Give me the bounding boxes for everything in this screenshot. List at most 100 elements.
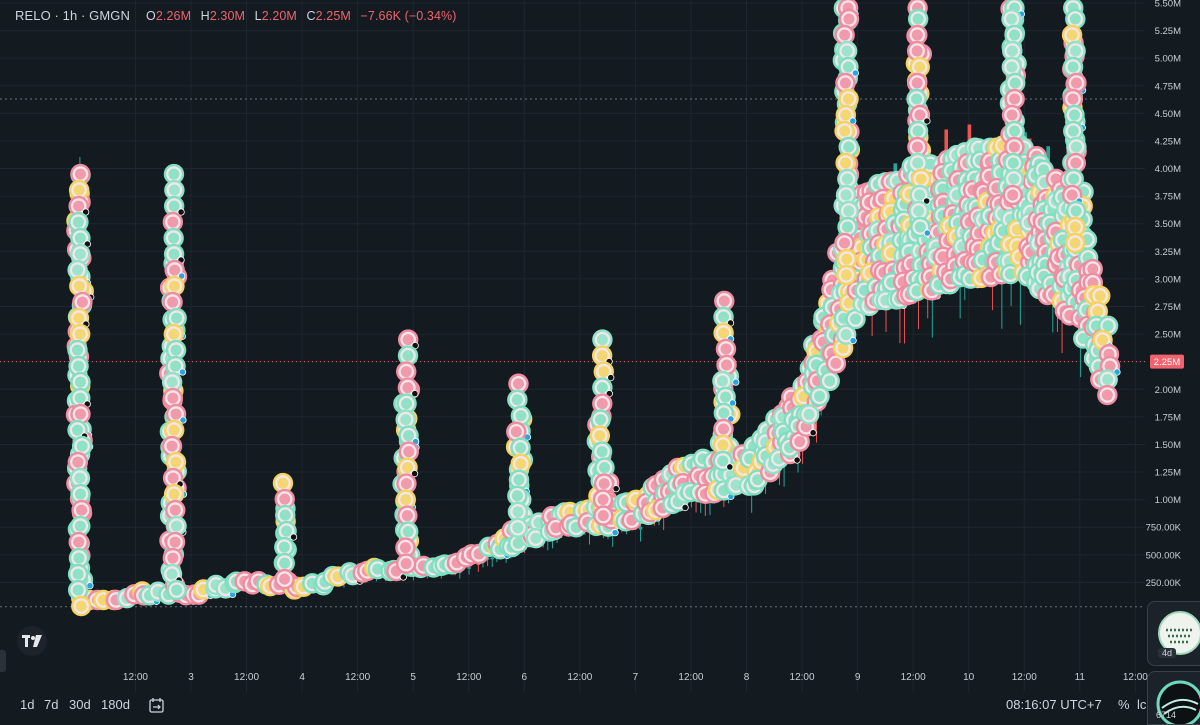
- trade-bubble: [70, 163, 91, 185]
- trade-bubble: [1064, 104, 1085, 126]
- x-tick-label: 3: [188, 672, 194, 683]
- x-tick-label: 12:00: [234, 672, 259, 683]
- trade-bubble: [835, 72, 856, 94]
- close-value: 2.25M: [315, 9, 351, 23]
- trade-bubble: [906, 40, 928, 62]
- trade-bubble: [506, 421, 527, 442]
- trade-bubble: [798, 404, 820, 425]
- trade-bubble: [1097, 384, 1118, 406]
- high-key: H: [200, 9, 210, 23]
- trade-bubble: [1061, 24, 1083, 46]
- trade-bubble: [68, 307, 90, 329]
- log-scale-button[interactable]: lc: [1137, 697, 1147, 712]
- trade-bubble: [712, 370, 733, 392]
- trade-bubble: [819, 370, 840, 392]
- social-badge-icon: [289, 533, 298, 541]
- trade-bubble: [906, 88, 927, 110]
- trade-bubble: [165, 499, 186, 521]
- social-badge-icon: [923, 197, 931, 205]
- trade-bubble: [592, 329, 613, 350]
- social-badge-icon: [849, 117, 857, 125]
- y-tick-label: 500.00K: [1146, 550, 1182, 561]
- trade-bubble: [838, 56, 860, 78]
- percent-scale-button[interactable]: %: [1118, 697, 1130, 712]
- trade-bubble: [166, 307, 187, 329]
- y-tick-label: 2.50M: [1155, 330, 1181, 341]
- trade-bubble: [507, 517, 529, 538]
- trade-bubble: [1001, 8, 1022, 30]
- trade-bubble: [68, 355, 89, 377]
- trade-bubble: [1004, 136, 1025, 158]
- trade-bubble: [162, 467, 184, 489]
- trade-bubble: [161, 371, 183, 393]
- trade-bubble: [398, 441, 420, 462]
- trade-bubble: [716, 354, 737, 376]
- calendar-range-icon[interactable]: [148, 697, 166, 715]
- bottom-toolbar: [0, 692, 1200, 723]
- trade-bubble: [907, 136, 928, 158]
- x-tick-label: 10: [963, 672, 975, 683]
- trade-bubble: [834, 120, 855, 142]
- x-tick-label: 7: [633, 672, 639, 683]
- social-badge-icon: [607, 374, 615, 382]
- trade-bubble: [274, 488, 295, 510]
- timeframe-7d-button[interactable]: 7d: [44, 697, 59, 712]
- tradingview-logo-icon[interactable]: [17, 626, 47, 656]
- trade-bubble: [1064, 232, 1086, 254]
- trade-bubble: [715, 386, 737, 408]
- social-badge-icon: [411, 390, 419, 398]
- trade-bubble: [68, 179, 90, 201]
- trade-bubble: [397, 457, 419, 478]
- trade-bubble: [809, 386, 830, 407]
- trade-bubble: [909, 56, 930, 78]
- low-value: 2.20M: [261, 9, 297, 23]
- x-tick-label: 12:00: [123, 672, 148, 683]
- dotted-levels: [0, 98, 1145, 608]
- trade-bubble: [276, 520, 298, 542]
- holders-count-card[interactable]: 6714: [1147, 671, 1200, 725]
- social-badge-icon: [178, 368, 187, 376]
- x-tick-label: 6: [522, 672, 528, 683]
- y-tick-label: 4.00M: [1155, 164, 1181, 175]
- trade-bubble: [68, 531, 89, 553]
- trade-bubble: [164, 531, 186, 553]
- holder-avatar-icon: [1158, 611, 1200, 655]
- social-badge-icon: [611, 529, 619, 537]
- y-tick-label: 5.50M: [1155, 0, 1181, 10]
- timeframe-180d-button[interactable]: 180d: [101, 697, 130, 712]
- candle-body: [467, 567, 471, 569]
- social-badge-icon: [177, 208, 185, 216]
- trade-bubble: [1002, 184, 1023, 206]
- y-tick-label: 3.00M: [1155, 274, 1181, 285]
- left-panel-handle[interactable]: [0, 650, 6, 672]
- trade-bubble: [274, 536, 295, 558]
- trade-bubble: [835, 324, 857, 345]
- trade-bubble: [1066, 136, 1087, 158]
- trade-bubble: [397, 329, 419, 350]
- timeframe-1d-button[interactable]: 1d: [20, 697, 35, 712]
- social-badge-icon: [681, 503, 689, 512]
- close-key: C: [306, 9, 316, 23]
- trade-bubble: [70, 227, 91, 249]
- x-tick-label: 12:00: [790, 672, 815, 683]
- x-tick-label: 9: [855, 672, 861, 683]
- social-badge-icon: [923, 229, 931, 237]
- y-tick-label: 4.75M: [1155, 81, 1181, 92]
- trade-bubble: [162, 211, 184, 233]
- x-tick-label: 8: [744, 672, 750, 683]
- y-tick-label: 5.00M: [1155, 54, 1181, 65]
- trade-bubble: [70, 515, 91, 537]
- trade-bubble: [1065, 40, 1086, 62]
- trade-bubble: [397, 377, 419, 398]
- utc-clock[interactable]: 08:16:07 UTC+7: [1006, 697, 1102, 712]
- y-tick-label: 5.25M: [1155, 26, 1181, 37]
- timeframe-30d-button[interactable]: 30d: [69, 697, 91, 712]
- social-badge-icon: [729, 399, 737, 407]
- top-holder-card[interactable]: 4d: [1147, 601, 1200, 666]
- y-tick-label: 1.25M: [1155, 468, 1181, 479]
- trade-bubble: [1062, 88, 1084, 110]
- holders-count: 6714: [1156, 710, 1177, 720]
- ohlc-legend: RELO · 1h · GMGN O2.26M H2.30M L2.20M C2.…: [15, 8, 457, 23]
- trade-bubble: [909, 104, 931, 126]
